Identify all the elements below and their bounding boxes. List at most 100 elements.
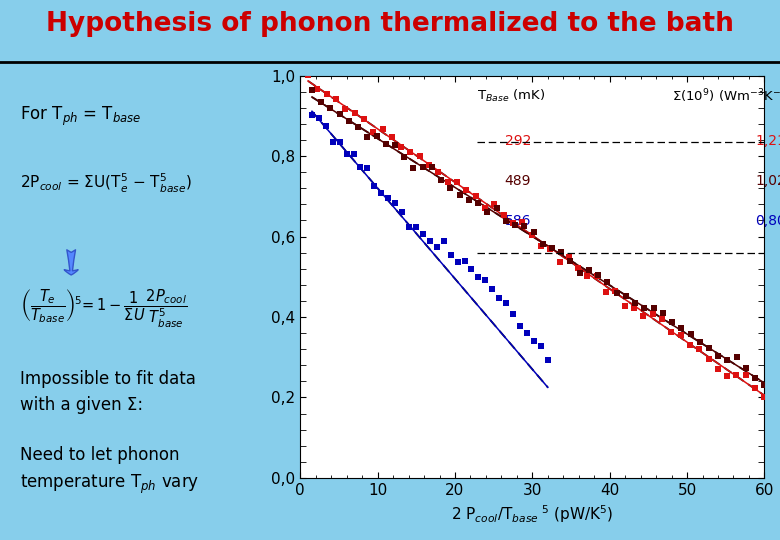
Point xyxy=(573,268,586,277)
Point xyxy=(385,132,398,141)
Point xyxy=(486,285,498,294)
Point xyxy=(407,164,420,172)
Point xyxy=(693,338,706,347)
Text: 1,02: 1,02 xyxy=(755,174,780,188)
Text: For T$_{ph}$ = T$_{base}$: For T$_{ph}$ = T$_{base}$ xyxy=(20,105,141,129)
Point xyxy=(302,71,314,80)
Point xyxy=(629,299,641,308)
Point xyxy=(424,237,436,245)
Point xyxy=(417,230,429,238)
Point xyxy=(544,245,556,253)
Point xyxy=(564,257,576,266)
Point xyxy=(313,113,325,122)
Point xyxy=(758,380,771,389)
Point xyxy=(534,242,547,251)
Text: 0,80: 0,80 xyxy=(755,214,780,228)
Point xyxy=(739,364,752,373)
Point xyxy=(330,94,342,103)
Point xyxy=(498,211,510,220)
Point xyxy=(758,393,771,401)
Point xyxy=(509,221,521,230)
Point xyxy=(463,195,475,204)
Point xyxy=(327,138,339,146)
Point xyxy=(749,374,761,383)
Text: Impossible to fit data
with a given Σ:: Impossible to fit data with a given Σ: xyxy=(20,370,196,414)
Point xyxy=(444,184,456,192)
Point xyxy=(389,198,402,207)
Point xyxy=(739,371,752,380)
Point xyxy=(438,237,450,245)
Point xyxy=(491,204,503,213)
Point xyxy=(459,256,471,265)
Point xyxy=(432,167,445,176)
Point xyxy=(472,199,484,207)
Point xyxy=(376,125,388,133)
Point xyxy=(320,122,332,130)
Text: $\left(\dfrac{T_e}{T_{base}}\right)^{\!5}\!=1-\dfrac{1}{\Sigma U}\dfrac{2P_{cool: $\left(\dfrac{T_e}{T_{base}}\right)^{\!5… xyxy=(20,287,187,329)
Point xyxy=(306,111,318,119)
Point xyxy=(470,191,482,200)
Point xyxy=(361,164,374,173)
Point xyxy=(525,231,537,239)
Point xyxy=(516,218,529,226)
Point xyxy=(358,115,370,124)
Point xyxy=(730,353,743,362)
Point xyxy=(562,253,575,261)
Point xyxy=(472,273,484,281)
Point xyxy=(342,117,355,125)
Point xyxy=(396,208,409,217)
Point xyxy=(581,272,594,280)
Point xyxy=(555,248,568,256)
Point xyxy=(321,89,333,98)
Point xyxy=(500,299,512,307)
Point xyxy=(452,258,464,266)
Point xyxy=(349,109,361,117)
Point xyxy=(333,109,346,118)
Point xyxy=(339,105,352,113)
Point xyxy=(527,227,540,236)
Point xyxy=(534,342,547,350)
Point xyxy=(675,330,687,339)
Point xyxy=(702,355,714,363)
Point xyxy=(402,222,415,231)
Point xyxy=(611,288,623,297)
Text: 292: 292 xyxy=(505,134,531,148)
Point xyxy=(354,163,367,172)
Point xyxy=(370,132,383,140)
Point xyxy=(445,251,457,259)
Point xyxy=(722,355,734,364)
Point xyxy=(572,264,584,273)
Text: 2P$_{cool}$ = $\Sigma$U(T$_e^5$ $-$ T$_{base}^5$): 2P$_{cool}$ = $\Sigma$U(T$_e^5$ $-$ T$_{… xyxy=(20,172,192,194)
Point xyxy=(500,216,512,225)
Point xyxy=(426,163,438,171)
Point xyxy=(537,239,549,248)
Point xyxy=(340,150,353,159)
Point xyxy=(628,303,640,312)
Point xyxy=(609,287,622,295)
Point xyxy=(488,200,501,208)
Point xyxy=(410,223,422,232)
Point xyxy=(361,133,374,141)
Point xyxy=(583,265,595,274)
FancyArrowPatch shape xyxy=(64,250,78,275)
Point xyxy=(423,161,435,170)
Point xyxy=(514,321,526,330)
Point xyxy=(417,163,429,172)
Point xyxy=(528,337,541,346)
Point xyxy=(380,140,392,149)
Point xyxy=(712,352,725,361)
Point xyxy=(431,242,443,251)
Point xyxy=(324,104,337,113)
Point xyxy=(404,148,417,157)
Point xyxy=(493,293,505,302)
Point xyxy=(388,141,401,150)
X-axis label: 2 P$_{cool}$/T$_{base}$$^{\ 5}$ (pW/K$^5$): 2 P$_{cool}$/T$_{base}$$^{\ 5}$ (pW/K$^5… xyxy=(451,503,614,525)
Point xyxy=(619,292,632,300)
Text: 489: 489 xyxy=(505,174,531,188)
Point xyxy=(333,137,346,146)
Point xyxy=(460,185,473,194)
Point xyxy=(721,371,733,380)
Point xyxy=(382,194,395,202)
Point xyxy=(395,143,407,151)
Point xyxy=(352,123,364,132)
